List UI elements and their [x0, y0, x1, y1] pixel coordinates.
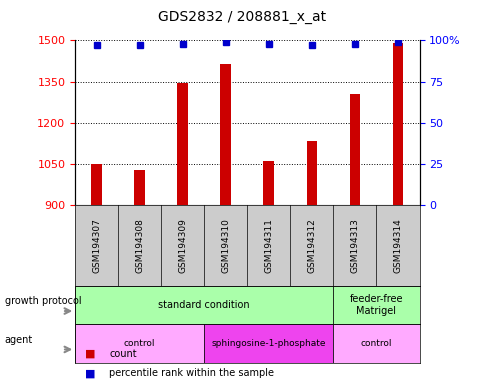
Bar: [177, 83, 188, 205]
Text: GSM194314: GSM194314: [393, 218, 402, 273]
Text: ■: ■: [85, 349, 95, 359]
Text: control: control: [124, 339, 155, 348]
Bar: [220, 64, 231, 205]
Bar: [306, 141, 317, 205]
Text: GSM194310: GSM194310: [221, 218, 230, 273]
Text: GDS2832 / 208881_x_at: GDS2832 / 208881_x_at: [158, 10, 326, 24]
Text: GSM194307: GSM194307: [92, 218, 101, 273]
Text: ■: ■: [85, 368, 95, 378]
Text: GSM194308: GSM194308: [135, 218, 144, 273]
Bar: [333, 286, 419, 324]
Bar: [75, 286, 333, 324]
Text: percentile rank within the sample: percentile rank within the sample: [109, 368, 273, 378]
Text: control: control: [360, 339, 392, 348]
Bar: [91, 164, 102, 205]
Bar: [349, 94, 360, 205]
Text: agent: agent: [5, 335, 33, 345]
Bar: [263, 161, 273, 205]
Bar: [134, 170, 145, 205]
Text: GSM194311: GSM194311: [264, 218, 273, 273]
Text: GSM194313: GSM194313: [350, 218, 359, 273]
Text: feeder-free
Matrigel: feeder-free Matrigel: [349, 295, 402, 316]
Text: GSM194309: GSM194309: [178, 218, 187, 273]
Text: growth protocol: growth protocol: [5, 296, 81, 306]
Text: standard condition: standard condition: [158, 300, 250, 310]
Text: GSM194312: GSM194312: [307, 218, 316, 273]
Bar: [75, 324, 204, 363]
Text: count: count: [109, 349, 136, 359]
Bar: [333, 324, 419, 363]
Text: sphingosine-1-phosphate: sphingosine-1-phosphate: [211, 339, 325, 348]
Bar: [204, 324, 333, 363]
Bar: [392, 43, 403, 205]
